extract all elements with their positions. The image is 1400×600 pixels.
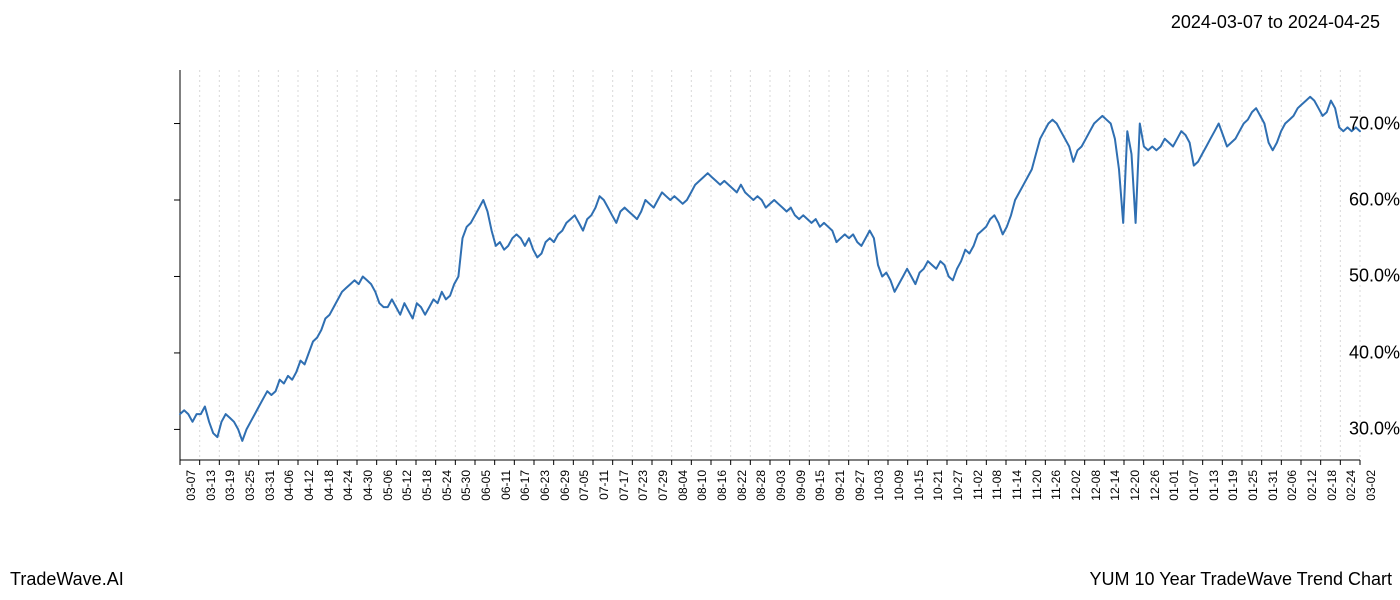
y-tick-label: 60.0% bbox=[1232, 190, 1400, 211]
x-tick-label: 03-25 bbox=[243, 470, 257, 501]
x-tick-label: 07-11 bbox=[597, 470, 611, 500]
x-tick-label: 01-19 bbox=[1226, 470, 1240, 501]
x-tick-label: 05-30 bbox=[459, 470, 473, 501]
brand-label: TradeWave.AI bbox=[10, 569, 124, 590]
x-tick-label: 12-20 bbox=[1128, 470, 1142, 501]
x-tick-label: 10-15 bbox=[912, 470, 926, 501]
x-tick-label: 03-13 bbox=[204, 470, 218, 501]
x-tick-label: 04-06 bbox=[282, 470, 296, 501]
chart-svg bbox=[0, 50, 1400, 530]
x-tick-label: 02-12 bbox=[1305, 470, 1319, 501]
x-tick-label: 12-02 bbox=[1069, 470, 1083, 501]
x-tick-label: 06-23 bbox=[538, 470, 552, 501]
x-tick-label: 03-19 bbox=[223, 470, 237, 501]
x-tick-label: 12-14 bbox=[1108, 470, 1122, 501]
x-tick-label: 04-24 bbox=[341, 470, 355, 501]
trend-chart: 30.0% 40.0% 50.0% 60.0% 70.0% 03-07 03-13 03-1… bbox=[0, 50, 1400, 530]
y-tick-label: 30.0% bbox=[1232, 419, 1400, 440]
x-tick-label: 08-16 bbox=[715, 470, 729, 501]
x-tick-label: 11-08 bbox=[990, 470, 1004, 500]
date-range-label: 2024-03-07 to 2024-04-25 bbox=[1171, 12, 1380, 33]
x-tick-label: 08-10 bbox=[695, 470, 709, 501]
x-tick-label: 08-22 bbox=[735, 470, 749, 501]
x-tick-label: 03-02 bbox=[1364, 470, 1378, 501]
x-tick-label: 10-27 bbox=[951, 470, 965, 501]
x-tick-label: 01-31 bbox=[1266, 470, 1280, 501]
x-tick-label: 12-26 bbox=[1148, 470, 1162, 501]
x-tick-label: 07-23 bbox=[636, 470, 650, 501]
x-tick-label: 10-09 bbox=[892, 470, 906, 501]
y-tick-label: 50.0% bbox=[1232, 266, 1400, 287]
x-tick-label: 03-07 bbox=[184, 470, 198, 501]
chart-title: YUM 10 Year TradeWave Trend Chart bbox=[1090, 569, 1392, 590]
x-tick-label: 11-02 bbox=[971, 470, 985, 500]
x-tick-label: 09-15 bbox=[813, 470, 827, 501]
x-tick-label: 05-12 bbox=[400, 470, 414, 501]
x-tick-label: 06-29 bbox=[558, 470, 572, 501]
x-tick-label: 09-09 bbox=[794, 470, 808, 501]
x-tick-label: 01-01 bbox=[1167, 470, 1181, 501]
x-tick-label: 06-05 bbox=[479, 470, 493, 501]
x-tick-label: 03-31 bbox=[263, 470, 277, 501]
y-tick-label: 40.0% bbox=[1232, 342, 1400, 363]
x-tick-label: 10-21 bbox=[931, 470, 945, 501]
x-tick-label: 12-08 bbox=[1089, 470, 1103, 501]
x-tick-label: 02-18 bbox=[1325, 470, 1339, 501]
x-tick-label: 05-24 bbox=[440, 470, 454, 501]
x-tick-label: 01-07 bbox=[1187, 470, 1201, 501]
x-tick-label: 11-20 bbox=[1030, 470, 1044, 500]
x-tick-label: 09-27 bbox=[853, 470, 867, 501]
x-tick-label: 11-26 bbox=[1049, 470, 1063, 500]
x-tick-label: 11-14 bbox=[1010, 470, 1024, 500]
x-tick-label: 08-28 bbox=[754, 470, 768, 501]
y-tick-label: 70.0% bbox=[1232, 113, 1400, 134]
x-tick-label: 07-29 bbox=[656, 470, 670, 501]
x-tick-label: 07-05 bbox=[577, 470, 591, 501]
x-tick-label: 05-06 bbox=[381, 470, 395, 501]
x-tick-label: 02-06 bbox=[1285, 470, 1299, 501]
x-tick-label: 02-24 bbox=[1344, 470, 1358, 501]
x-tick-label: 09-03 bbox=[774, 470, 788, 501]
x-tick-label: 04-12 bbox=[302, 470, 316, 501]
x-tick-label: 06-11 bbox=[499, 470, 513, 500]
x-tick-label: 04-18 bbox=[322, 470, 336, 501]
x-tick-label: 05-18 bbox=[420, 470, 434, 501]
x-tick-label: 10-03 bbox=[872, 470, 886, 501]
x-tick-label: 08-04 bbox=[676, 470, 690, 501]
x-tick-label: 07-17 bbox=[617, 470, 631, 501]
x-tick-label: 01-13 bbox=[1207, 470, 1221, 501]
x-tick-label: 09-21 bbox=[833, 470, 847, 501]
x-tick-label: 06-17 bbox=[518, 470, 532, 501]
x-tick-label: 01-25 bbox=[1246, 470, 1260, 501]
x-tick-label: 04-30 bbox=[361, 470, 375, 501]
